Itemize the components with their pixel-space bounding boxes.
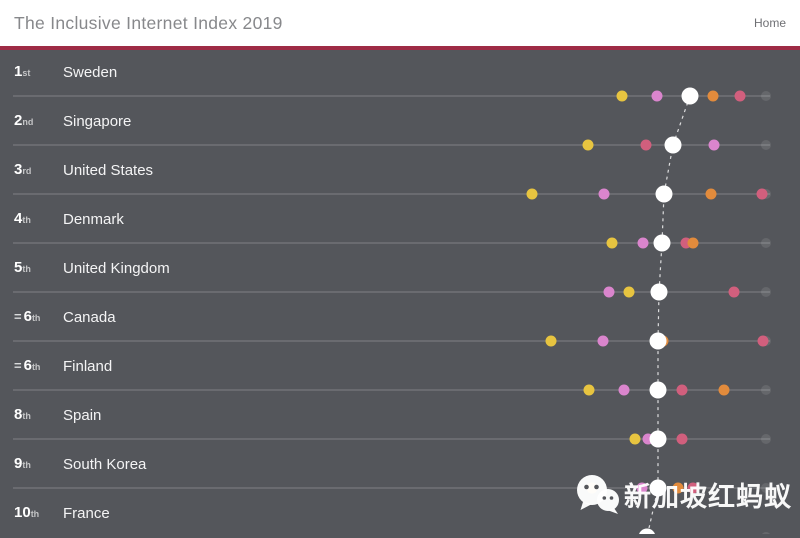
rank-label: 3rd xyxy=(14,161,32,178)
axis-end-marker xyxy=(761,385,771,395)
dot-magenta[interactable] xyxy=(636,482,648,494)
dot-magenta[interactable] xyxy=(603,286,615,298)
ranking-dot-plot xyxy=(13,87,771,535)
country-name: Finland xyxy=(63,358,113,375)
dot-yellow[interactable] xyxy=(583,384,595,396)
rank-suffix: th xyxy=(22,264,31,274)
dot-magenta[interactable] xyxy=(597,335,609,347)
dot-orange[interactable] xyxy=(718,384,730,396)
country-row[interactable]: = 6th Finland xyxy=(14,356,112,376)
dot-rose[interactable] xyxy=(676,384,688,396)
dot-rose[interactable] xyxy=(676,433,688,445)
axis-end-marker xyxy=(761,483,771,493)
dot-magenta[interactable] xyxy=(618,384,630,396)
country-name: Singapore xyxy=(63,113,132,130)
country-row[interactable]: 1st Sweden xyxy=(14,62,117,82)
dot-rose[interactable] xyxy=(687,482,699,494)
dot-yellow[interactable] xyxy=(623,286,635,298)
dot-overall[interactable] xyxy=(649,430,667,448)
dot-magenta[interactable] xyxy=(708,139,720,151)
dot-overall[interactable] xyxy=(649,332,667,350)
dot-orange[interactable] xyxy=(687,237,699,249)
dot-magenta[interactable] xyxy=(637,237,649,249)
rank-label: 1st xyxy=(14,63,31,80)
dot-overall[interactable] xyxy=(653,234,671,252)
rank-suffix: st xyxy=(22,68,31,78)
rank-suffix: th xyxy=(22,411,31,421)
dot-yellow[interactable] xyxy=(526,188,538,200)
dot-yellow[interactable] xyxy=(545,335,557,347)
axis-end-marker xyxy=(762,532,770,534)
dot-orange[interactable] xyxy=(705,188,717,200)
dot-overall[interactable] xyxy=(649,479,667,497)
country-row[interactable]: 8th Spain xyxy=(14,405,101,425)
dot-rose[interactable] xyxy=(756,188,768,200)
dot-yellow[interactable] xyxy=(629,433,641,445)
dot-magenta[interactable] xyxy=(651,90,663,102)
country-row[interactable]: = 6th Canada xyxy=(14,307,116,327)
dot-overall[interactable] xyxy=(655,185,673,203)
overall-trend-dashed-line xyxy=(647,95,691,534)
dot-overall[interactable] xyxy=(650,283,668,301)
country-name: United Kingdom xyxy=(63,260,170,277)
country-row[interactable]: 9th South Korea xyxy=(14,454,146,474)
dot-rose[interactable] xyxy=(640,139,652,151)
home-link[interactable]: Home xyxy=(753,16,786,30)
country-row[interactable]: 5th United Kingdom xyxy=(14,258,170,278)
dot-overall[interactable] xyxy=(681,87,699,105)
country-row[interactable]: 2nd Singapore xyxy=(14,111,131,131)
rank-label: 9th xyxy=(14,455,31,472)
rank-suffix: rd xyxy=(22,166,32,176)
dot-overall[interactable] xyxy=(664,136,682,154)
rank-suffix: th xyxy=(30,509,40,519)
rank-label: = 6th xyxy=(14,308,41,325)
rank-suffix: th xyxy=(22,460,31,470)
country-name: Denmark xyxy=(63,211,124,228)
rank-label: 4th xyxy=(14,210,31,227)
dot-orange[interactable] xyxy=(707,90,719,102)
rank-label: = 6th xyxy=(14,357,41,374)
country-name: South Korea xyxy=(63,456,147,473)
country-name: France xyxy=(63,505,110,522)
rank-suffix: th xyxy=(31,313,41,323)
rank-suffix: nd xyxy=(22,117,34,127)
equal-rank-sign: = xyxy=(14,309,22,324)
dot-yellow[interactable] xyxy=(616,90,628,102)
country-name: Canada xyxy=(63,309,116,326)
axis-end-marker xyxy=(761,287,771,297)
axis-end-marker xyxy=(761,140,771,150)
dot-yellow[interactable] xyxy=(586,482,598,494)
axis-end-marker xyxy=(761,238,771,248)
country-name: United States xyxy=(63,162,154,179)
axis-end-marker xyxy=(761,91,771,101)
country-row[interactable]: 3rd United States xyxy=(14,160,153,180)
country-name: Sweden xyxy=(63,64,118,81)
dot-orange[interactable] xyxy=(672,482,684,494)
dot-overall[interactable] xyxy=(639,528,656,535)
country-row[interactable]: 10th France xyxy=(14,503,110,523)
rank-label: 5th xyxy=(14,259,31,276)
dot-rose[interactable] xyxy=(728,286,740,298)
page-title: The Inclusive Internet Index 2019 xyxy=(14,12,283,33)
ranking-list: 1st Sweden 2nd Singapore 3rd United States 4th… xyxy=(0,50,800,534)
equal-rank-sign: = xyxy=(14,358,22,373)
rank-label: 10th xyxy=(14,504,40,521)
axis-end-marker xyxy=(761,434,771,444)
rank-suffix: th xyxy=(31,362,41,372)
country-name: Spain xyxy=(63,407,102,424)
page-header: The Inclusive Internet Index 2019 Home xyxy=(0,0,800,50)
dot-rose[interactable] xyxy=(757,335,769,347)
rank-suffix: th xyxy=(22,215,31,225)
dot-yellow[interactable] xyxy=(582,139,594,151)
dot-rose[interactable] xyxy=(734,90,746,102)
dot-magenta[interactable] xyxy=(598,188,610,200)
dot-yellow[interactable] xyxy=(606,237,618,249)
dot-overall[interactable] xyxy=(649,381,667,399)
country-row[interactable]: 4th Denmark xyxy=(14,209,124,229)
rank-label: 2nd xyxy=(14,112,34,129)
rank-label: 8th xyxy=(14,406,31,423)
